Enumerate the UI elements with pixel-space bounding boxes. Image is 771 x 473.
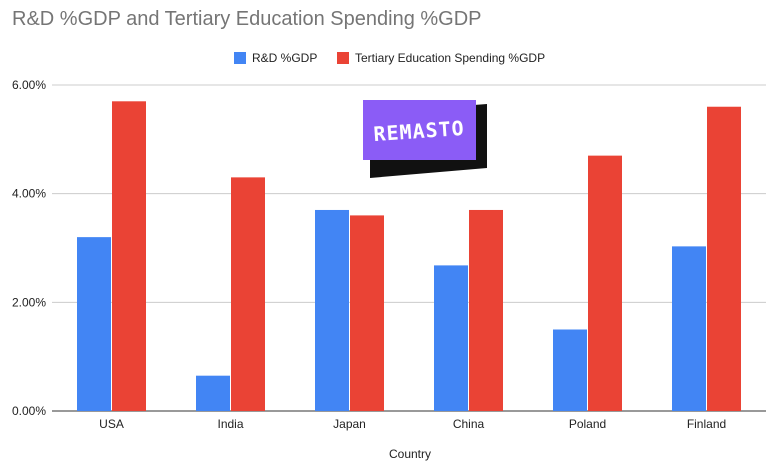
- gridlines: [52, 84, 766, 412]
- bar-rd-finland: [672, 246, 706, 411]
- y-tick-label: 6.00%: [12, 78, 46, 92]
- x-tick-label: India: [217, 417, 243, 431]
- watermark-logo: REMASTO: [363, 100, 487, 178]
- x-tick-label: Japan: [333, 417, 366, 431]
- legend-swatch: [234, 52, 246, 64]
- bar-tertiary-china: [469, 209, 503, 411]
- x-tick-label: China: [453, 417, 485, 431]
- x-tick-label: Finland: [687, 417, 726, 431]
- bar-rd-china: [434, 265, 468, 411]
- x-tick-label: USA: [99, 417, 124, 431]
- watermark-background: [363, 100, 476, 160]
- legend-label: Tertiary Education Spending %GDP: [355, 51, 545, 65]
- bar-tertiary-poland: [588, 155, 622, 411]
- legend-swatch: [337, 52, 349, 64]
- legend: R&D %GDP Tertiary Education Spending %GDP: [234, 51, 545, 65]
- bar-tertiary-finland: [707, 106, 741, 411]
- bar-rd-india: [196, 375, 230, 411]
- chart-title: R&D %GDP and Tertiary Education Spending…: [12, 8, 482, 30]
- legend-label: R&D %GDP: [252, 51, 317, 65]
- x-tick-label: Poland: [569, 417, 606, 431]
- bar-tertiary-usa: [112, 101, 146, 412]
- y-tick-label: 0.00%: [12, 404, 46, 418]
- y-axis-ticks: 0.00% 2.00% 4.00% 6.00%: [12, 78, 46, 418]
- bar-rd-usa: [77, 237, 111, 411]
- bars: [77, 101, 741, 412]
- x-axis-title: Country: [389, 447, 431, 461]
- x-axis-ticks: USA India Japan China Poland Finland: [99, 417, 726, 431]
- y-tick-label: 4.00%: [12, 187, 46, 201]
- bar-tertiary-japan: [350, 215, 384, 411]
- y-tick-label: 2.00%: [12, 295, 46, 309]
- bar-rd-poland: [553, 329, 587, 411]
- bar-rd-japan: [315, 209, 349, 411]
- bar-tertiary-india: [231, 177, 265, 411]
